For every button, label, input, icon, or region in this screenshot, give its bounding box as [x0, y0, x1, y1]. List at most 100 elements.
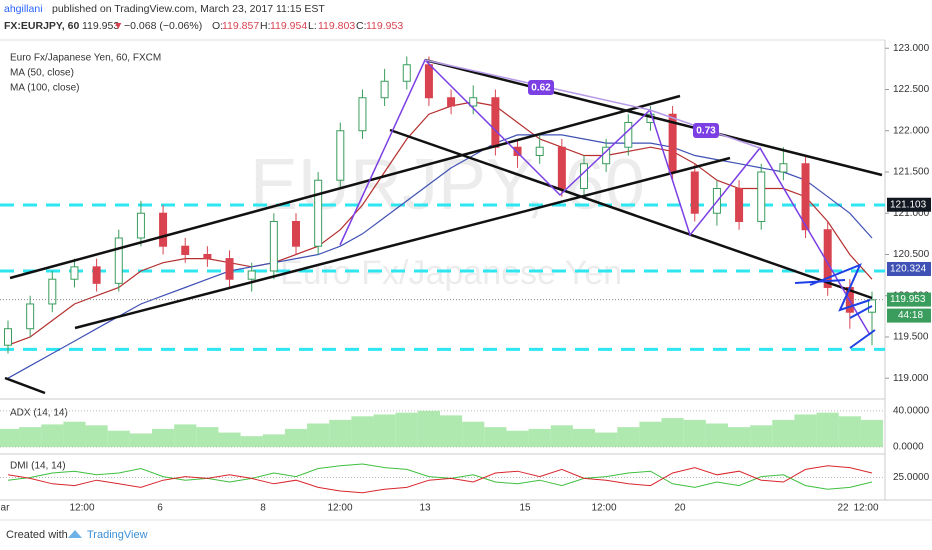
- watermark-sub: Euro Fx/Japanese Yen: [280, 254, 622, 292]
- price-label: 120.324: [890, 264, 927, 275]
- candle-body: [447, 97, 456, 107]
- adx-bar: [572, 428, 596, 448]
- adx-bar: [262, 434, 285, 448]
- adx-bar: [794, 414, 817, 448]
- adx-bar: [617, 427, 640, 448]
- adx-bar: [152, 428, 175, 448]
- triangle: [849, 329, 876, 349]
- candle-body: [513, 146, 522, 156]
- adx-bar: [484, 427, 507, 448]
- candle-body: [801, 163, 810, 231]
- y-tick-label: 121.000: [893, 208, 930, 219]
- price-label-box: [887, 261, 931, 276]
- adx-bar: [395, 412, 418, 448]
- adx-label: ADX (14, 14): [10, 408, 68, 419]
- adx-bar: [860, 419, 884, 448]
- x-tick-label: 15: [519, 503, 531, 514]
- candle-body: [247, 270, 256, 280]
- adx-bar: [107, 430, 130, 448]
- adx-bar: [351, 416, 374, 448]
- x-tick-label: 13: [419, 503, 431, 514]
- x-tick-label: 12:00: [591, 503, 616, 514]
- adx-bar: [284, 428, 308, 448]
- candle-body: [358, 97, 367, 132]
- annotation: 0.62: [531, 83, 551, 94]
- y-tick-label: 119.500: [893, 332, 929, 343]
- y-tick-label: 119.000: [893, 373, 929, 384]
- x-tick-label: 20: [674, 503, 686, 514]
- footer-brand[interactable]: TradingView: [87, 529, 148, 541]
- dmi-line: [7, 463, 873, 490]
- ohlc: 119.857: [222, 20, 259, 32]
- ohlc: 119.803: [318, 20, 355, 32]
- legend-entry: MA (100, close): [10, 83, 79, 94]
- ohlc: O:: [212, 20, 223, 32]
- candle-body: [292, 220, 300, 247]
- triangle: [809, 263, 871, 312]
- candle-body: [690, 171, 699, 214]
- dmi-line: [7, 465, 873, 494]
- trend-line: [424, 58, 883, 177]
- candle-body: [757, 171, 766, 222]
- x-tick-label: 12:00: [327, 503, 352, 514]
- trend-line: [389, 128, 873, 300]
- adx-bar: [85, 425, 108, 448]
- dmi-label: DMI (14, 14): [10, 461, 66, 472]
- candle-body: [735, 187, 744, 222]
- drawings: [4, 58, 883, 395]
- candle-body: [92, 266, 101, 284]
- candle-body: [26, 303, 35, 330]
- y-tick-label: 40.0000: [893, 405, 930, 416]
- candle-body: [580, 163, 588, 189]
- adx-bar: [373, 414, 396, 448]
- x-tick-label: 6: [157, 503, 163, 514]
- adx-bar: [705, 423, 728, 448]
- adx-bar: [772, 419, 795, 448]
- adx-bar: [506, 430, 529, 448]
- candle-body: [70, 266, 79, 280]
- adx-bar: [728, 427, 751, 448]
- annotation-box: [693, 123, 719, 138]
- candle-body: [114, 237, 123, 284]
- adx-bar: [218, 432, 241, 448]
- price-label-box: [887, 292, 931, 307]
- adx-bar: [595, 432, 618, 448]
- x-tick-label: 12:00: [69, 503, 94, 514]
- legend-entry: MA (50, close): [10, 68, 74, 79]
- candle-body: [159, 212, 168, 247]
- annotation: 0.73: [696, 126, 716, 137]
- candle-body: [491, 97, 500, 148]
- x-tick-label: 8: [260, 503, 266, 514]
- adx-bar: [462, 421, 485, 448]
- candle-body: [136, 212, 145, 239]
- adx-bar: [440, 415, 463, 448]
- price-label-box: [887, 197, 931, 212]
- candle-body: [314, 179, 323, 247]
- change-arrow: ▼: [113, 20, 123, 32]
- ohlc: 119.954: [270, 20, 307, 32]
- candle-body: [557, 146, 566, 189]
- adx-bar: [196, 427, 219, 448]
- candle-body: [424, 64, 433, 99]
- candle-body: [380, 80, 389, 99]
- candle-body: [269, 220, 278, 272]
- adx-bar: [129, 433, 152, 448]
- adx-bar: [41, 424, 64, 448]
- last-price: 119.953: [82, 20, 119, 32]
- y-tick-label: 123.000: [893, 43, 930, 54]
- candle-body: [181, 245, 190, 255]
- candle-body: [225, 258, 234, 280]
- ohlc: H:: [260, 20, 271, 32]
- adx-bar: [0, 428, 20, 448]
- candle-body: [336, 130, 345, 181]
- trend-line: [9, 94, 681, 280]
- author[interactable]: ahgillani: [4, 3, 43, 15]
- triangle: [849, 305, 873, 319]
- adx-bar: [174, 424, 197, 448]
- adx-bar: [528, 428, 551, 448]
- price-label: 121.103: [890, 199, 927, 210]
- y-tick-label: 0.0000: [893, 442, 924, 453]
